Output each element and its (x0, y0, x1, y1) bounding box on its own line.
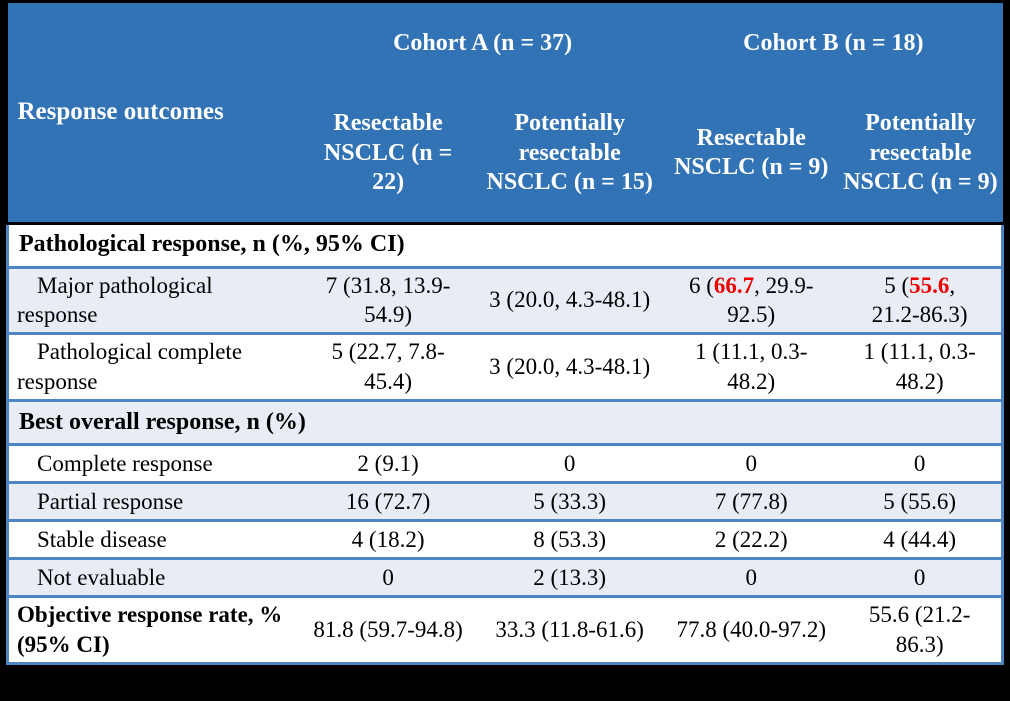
cohort-b-header: Cohort B (n = 18) (664, 3, 1003, 85)
value-cell: 16 (72.7) (301, 482, 476, 523)
table-body: Pathological response, n (%, 95% CI) Majo… (6, 223, 1005, 665)
column-header-potentially-resectable-b: Potentially resectable NSCLC (n = 9) (838, 85, 1003, 225)
value-cell: 5 (55.6) (838, 482, 1005, 523)
table-row: Complete response 2 (9.1) 0 0 0 (6, 444, 1005, 485)
value-cell: 0 (664, 558, 839, 599)
value-cell: 0 (838, 444, 1005, 485)
value-cell: 81.8 (59.7-94.8) (301, 596, 476, 665)
value-cell: 0 (664, 444, 839, 485)
value-cell: 1 (11.1, 0.3-48.2) (664, 333, 839, 403)
column-header-potentially-resectable-a: Potentially resectable NSCLC (n = 15) (475, 85, 665, 225)
row-label: Not evaluable (6, 558, 302, 599)
row-label: Stable disease (6, 520, 302, 561)
table-row: Stable disease 4 (18.2) 8 (53.3) 2 (22.2) 4 … (6, 520, 1005, 561)
value-cell: 77.8 (40.0-97.2) (664, 596, 839, 665)
value-cell: 5 (55.6, 21.2-86.3) (838, 267, 1005, 336)
row-label: Objective response rate, % (95% CI) (6, 596, 302, 665)
row-label: Pathological complete response (6, 333, 302, 403)
value-cell: 3 (20.0, 4.3-48.1) (475, 267, 665, 336)
table-row: Objective response rate, % (95% CI) 81.8 … (6, 596, 1005, 665)
value-cell: 33.3 (11.8-61.6) (475, 596, 665, 665)
table-row: Pathological complete response 5 (22.7, 7… (6, 333, 1005, 403)
results-table: Response outcomes Cohort A (n = 37) Coho… (6, 3, 1005, 665)
value-cell: 1 (11.1, 0.3-48.2) (838, 333, 1005, 403)
section-header: Best overall response, n (%) (6, 400, 1004, 447)
highlight-value: 66.7 (713, 272, 755, 298)
value-cell: 0 (475, 444, 665, 485)
section-row: Pathological response, n (%, 95% CI) (6, 223, 1004, 269)
value-cell: 5 (33.3) (475, 482, 665, 523)
cohort-header-row: Response outcomes Cohort A (n = 37) Coho… (7, 3, 1003, 225)
cohort-a-header: Cohort A (n = 37) (301, 3, 665, 85)
table-row: Partial response 16 (72.7) 5 (33.3) 7 (77.8… (6, 482, 1005, 523)
row-label: Complete response (6, 444, 302, 485)
value-cell: 0 (301, 558, 476, 599)
row-label: Partial response (6, 482, 302, 523)
value-cell: 3 (20.0, 4.3-48.1) (475, 333, 665, 403)
row-label: Major pathological response (6, 267, 302, 336)
value-cell: 2 (22.2) (664, 520, 839, 561)
highlight-value: 55.6 (909, 272, 950, 298)
column-header-resectable-a: Resectable NSCLC (n = 22) (301, 85, 476, 225)
table-row: Not evaluable 0 2 (13.3) 0 0 (6, 558, 1005, 599)
value-cell: 2 (13.3) (475, 558, 665, 599)
value-cell: 6 (66.7, 29.9-92.5) (664, 267, 839, 336)
table-corner-header: Response outcomes (7, 3, 302, 225)
table-header: Response outcomes Cohort A (n = 37) Coho… (7, 3, 1003, 225)
value-cell: 0 (838, 558, 1005, 599)
column-header-row: Resectable NSCLC (n = 22) Potentially re… (8, 85, 1003, 225)
value-cell: 4 (18.2) (301, 520, 476, 561)
column-header-resectable-b: Resectable NSCLC (n = 9) (664, 85, 839, 225)
value-cell: 55.6 (21.2-86.3) (838, 596, 1005, 665)
value-cell: 7 (77.8) (664, 482, 839, 523)
table-row: Major pathological response 7 (31.8, 13.9… (6, 267, 1005, 336)
section-row: Best overall response, n (%) (6, 400, 1004, 447)
value-cell: 5 (22.7, 7.8-45.4) (301, 333, 476, 403)
section-header: Pathological response, n (%, 95% CI) (6, 223, 1004, 269)
value-cell: 8 (53.3) (475, 520, 665, 561)
value-cell: 2 (9.1) (301, 444, 476, 485)
value-cell: 7 (31.8, 13.9-54.9) (301, 267, 476, 336)
value-cell: 4 (44.4) (838, 520, 1005, 561)
